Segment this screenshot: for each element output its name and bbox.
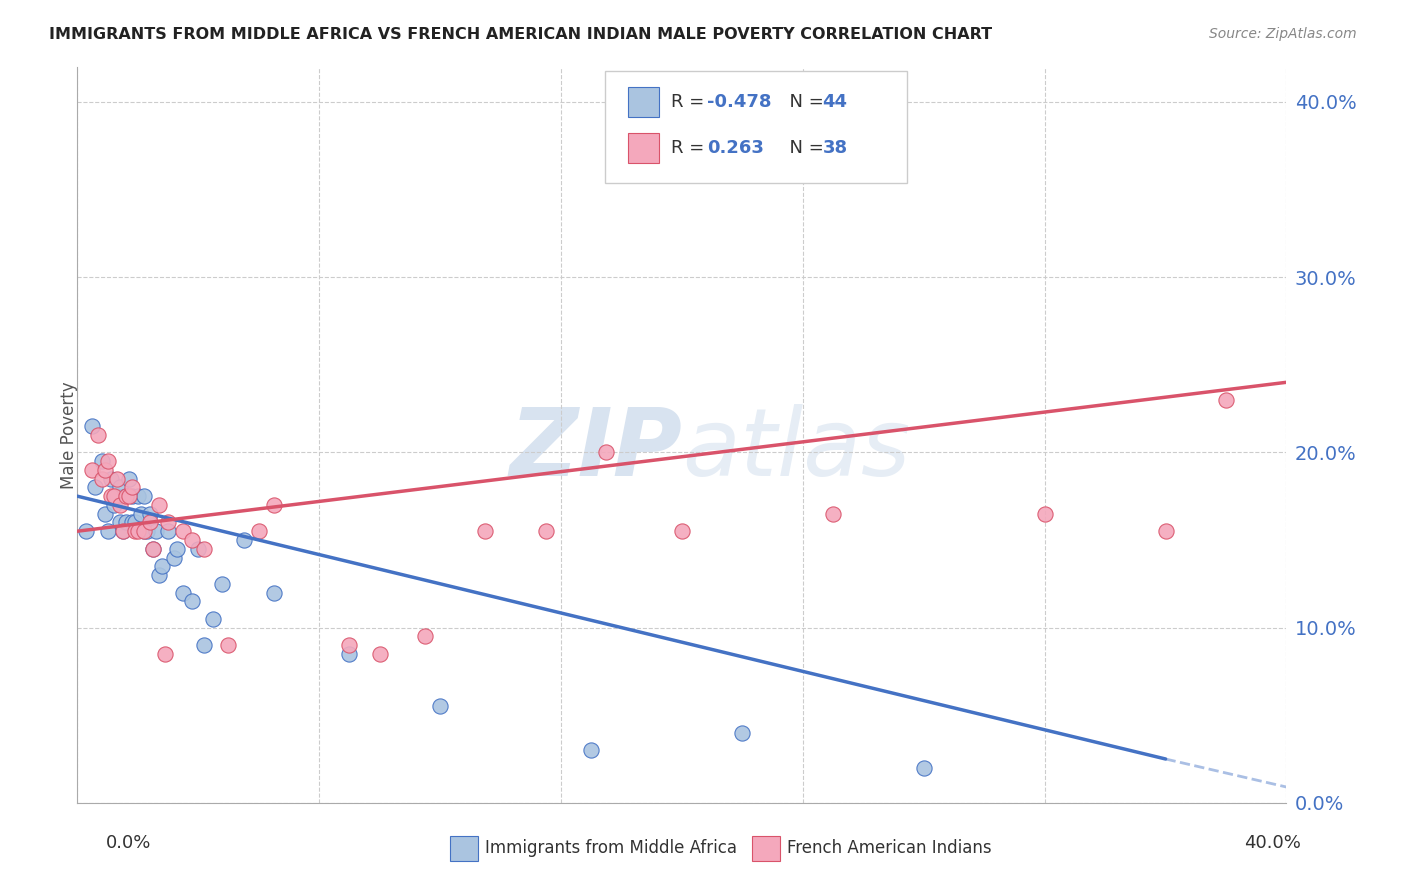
Point [263,585,285,599]
Point [142,541,165,556]
Text: R =: R = [671,139,716,157]
Point [127,489,149,503]
Point [114,516,136,530]
Point [157,524,180,539]
Text: atlas: atlas [682,404,910,495]
Y-axis label: Male Poverty: Male Poverty [60,381,77,489]
Point [105,489,128,503]
Point [1154,524,1177,539]
Point [105,472,128,486]
Point [368,647,391,661]
Point [100,489,122,503]
Point [148,568,170,582]
Point [108,498,131,512]
Point [337,638,360,652]
Point [90,472,112,486]
Point [218,638,240,652]
Point [142,541,165,556]
Point [111,524,134,539]
Point [96,454,118,468]
Point [172,524,194,539]
Point [121,480,143,494]
Point [129,507,152,521]
Text: R =: R = [671,93,710,111]
Point [150,559,173,574]
Point [474,524,496,539]
Point [413,629,436,643]
Point [153,647,176,661]
Point [121,489,143,503]
Text: 0.263: 0.263 [707,139,763,157]
Point [187,541,209,556]
Point [114,489,136,503]
Point [108,480,131,494]
Point [132,489,155,503]
Point [82,463,104,477]
Point [124,524,146,539]
Point [202,612,225,626]
Point [912,761,935,775]
Point [111,524,134,539]
Point [103,489,125,503]
Point [75,524,97,539]
Point [132,524,155,539]
Text: 44: 44 [823,93,848,111]
Text: ZIP: ZIP [509,403,682,496]
Point [595,445,617,459]
Point [135,524,157,539]
Point [87,427,110,442]
Point [93,463,115,477]
Point [1033,507,1056,521]
Point [93,507,115,521]
Point [1215,392,1237,407]
Text: French American Indians: French American Indians [787,839,993,857]
Point [671,524,693,539]
Point [96,524,118,539]
Text: N =: N = [778,139,830,157]
Point [145,524,167,539]
Text: IMMIGRANTS FROM MIDDLE AFRICA VS FRENCH AMERICAN INDIAN MALE POVERTY CORRELATION: IMMIGRANTS FROM MIDDLE AFRICA VS FRENCH … [49,27,993,42]
Text: Immigrants from Middle Africa: Immigrants from Middle Africa [485,839,737,857]
Point [103,498,125,512]
Point [132,524,155,539]
Text: -0.478: -0.478 [707,93,772,111]
Point [108,516,131,530]
Point [193,638,215,652]
Point [163,550,186,565]
Text: 40.0%: 40.0% [1244,834,1301,852]
Point [232,533,254,547]
Text: 38: 38 [823,139,848,157]
Point [121,516,143,530]
Point [534,524,557,539]
Point [581,743,603,757]
Point [148,498,170,512]
Point [82,419,104,434]
Point [181,594,204,608]
Point [166,541,188,556]
Point [100,472,122,486]
Point [157,516,180,530]
Point [821,507,844,521]
Point [139,516,162,530]
Point [211,576,233,591]
Text: N =: N = [778,93,830,111]
Point [429,699,451,714]
Point [193,541,215,556]
Point [172,585,194,599]
Point [124,516,146,530]
Text: 0.0%: 0.0% [105,834,150,852]
Point [114,489,136,503]
Point [139,507,162,521]
Point [247,524,270,539]
Point [731,725,754,739]
Text: Source: ZipAtlas.com: Source: ZipAtlas.com [1209,27,1357,41]
Point [127,524,149,539]
Point [90,454,112,468]
Point [118,489,141,503]
Point [181,533,204,547]
Point [263,498,285,512]
Point [337,647,360,661]
Point [84,480,107,494]
Point [118,472,141,486]
